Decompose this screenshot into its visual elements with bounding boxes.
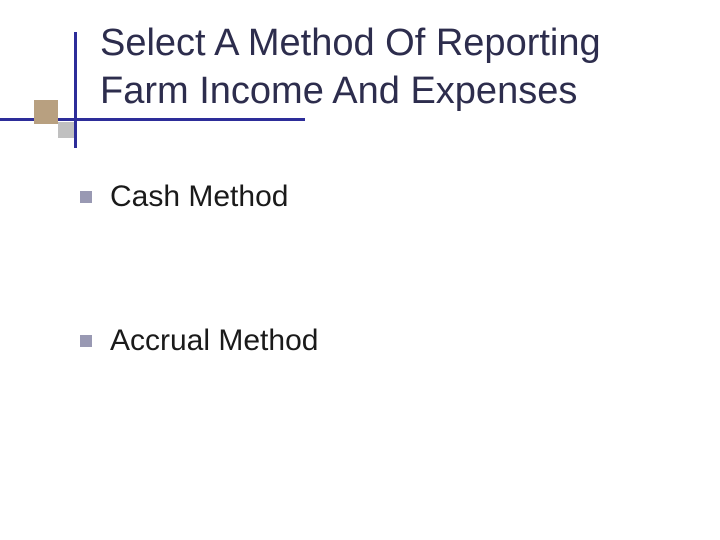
list-item: Accrual Method [80,324,660,358]
title-block: Select A Method Of Reporting Farm Income… [100,20,680,115]
accent-square-small-icon [58,122,74,138]
list-item: Cash Method [80,180,660,214]
slide: Select A Method Of Reporting Farm Income… [0,0,720,540]
bullet-marker-icon [80,335,92,347]
bullet-list: Cash Method Accrual Method [80,180,660,468]
accent-square-icon [34,100,58,124]
bullet-text: Cash Method [110,180,288,214]
bullet-marker-icon [80,191,92,203]
vertical-line [74,32,77,148]
bullet-text: Accrual Method [110,324,318,358]
slide-title: Select A Method Of Reporting Farm Income… [100,20,680,115]
